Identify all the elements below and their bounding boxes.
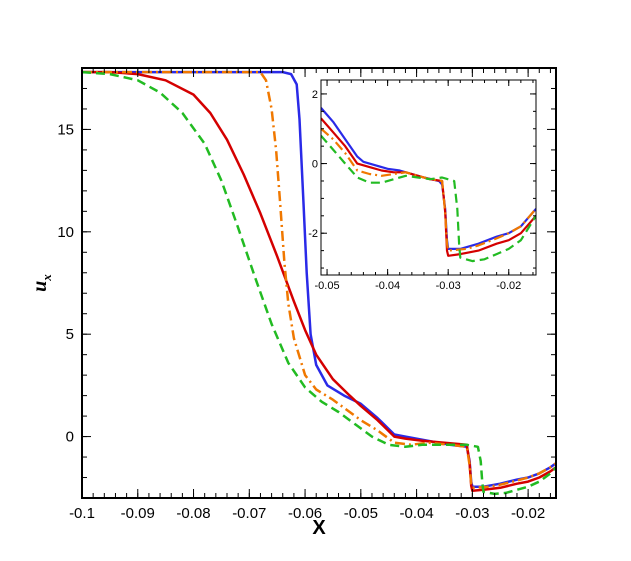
- main-x-tick-label: -0.07: [232, 505, 266, 522]
- main-y-tick-label: 5: [66, 326, 74, 343]
- main-plot-frame: [81, 67, 557, 499]
- x-axis-title: X: [312, 517, 326, 539]
- inset-series-line-4: [321, 134, 536, 263]
- inset-plot-frame: [320, 79, 537, 276]
- main-y-tick-label: 15: [57, 121, 74, 138]
- main-x-tick-label: -0.02: [511, 505, 545, 522]
- y-axis-title-subscript: x: [39, 274, 54, 282]
- main-series-line-2: [82, 70, 556, 493]
- main-y-tick-label: 10: [57, 224, 74, 241]
- inset-y-tick-label: -2: [308, 228, 318, 240]
- y-axis-title: ux: [29, 274, 54, 292]
- main-y-tick-label: 0: [66, 429, 74, 446]
- main-x-tick-label: -0.04: [399, 505, 433, 522]
- inset-plot-ticks: -0.05 -0.04 -0.03 -0.02 -2 0 2: [308, 80, 536, 292]
- main-x-tick-label: -0.05: [344, 505, 378, 522]
- main-x-tick-label: -0.1: [69, 505, 95, 522]
- inset-x-tick-label: -0.04: [375, 280, 400, 292]
- inset-x-tick-label: -0.05: [315, 280, 340, 292]
- inset-series-line-2: [321, 117, 536, 257]
- main-plot-series: [82, 70, 556, 496]
- main-x-tick-label: -0.09: [121, 505, 155, 522]
- inset-y-tick-label: 2: [312, 89, 318, 101]
- main-x-tick-label: -0.03: [455, 505, 489, 522]
- main-series-line-4: [82, 70, 556, 496]
- main-x-tick-label: -0.06: [288, 505, 322, 522]
- inset-y-tick-label: 0: [312, 159, 318, 171]
- main-x-tick-label: -0.08: [176, 505, 210, 522]
- inset-x-tick-label: -0.02: [496, 280, 521, 292]
- y-axis-title-main: u: [29, 281, 51, 292]
- inset-plot-series: [321, 107, 536, 263]
- inset-x-tick-label: -0.03: [436, 280, 461, 292]
